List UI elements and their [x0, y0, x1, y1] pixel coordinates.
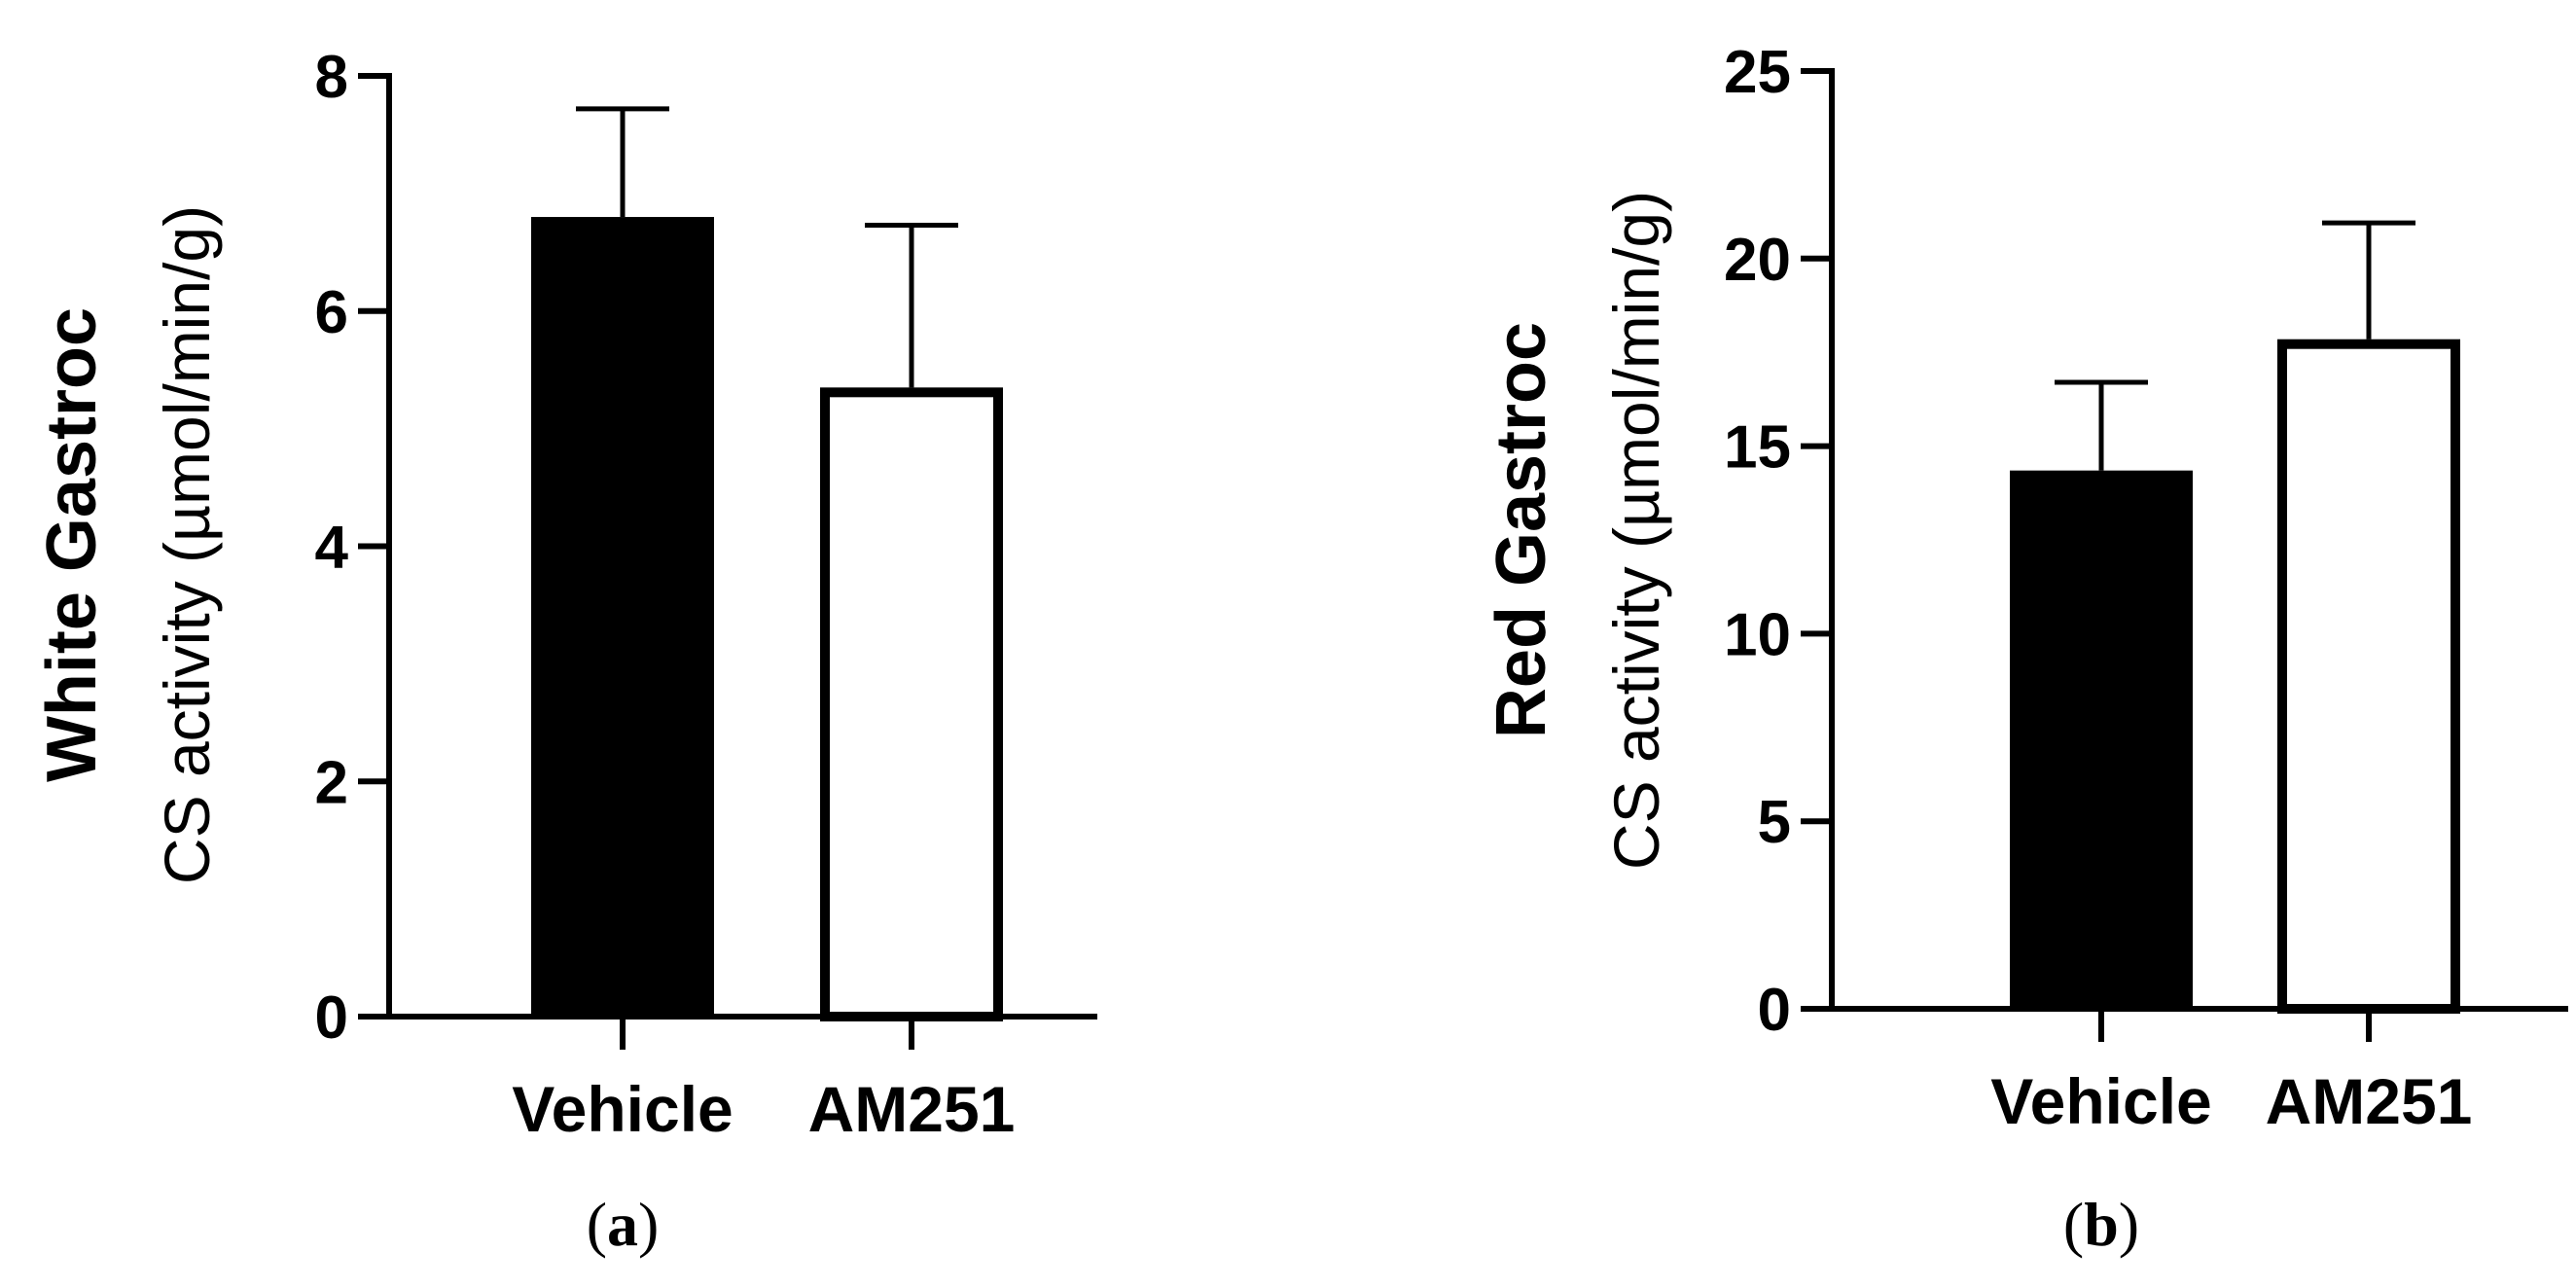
- panel-b-y-tick-label-25: 25: [1724, 39, 1791, 106]
- panel-b-error-bar-am251: [2322, 220, 2415, 340]
- panel-a-label: (a): [587, 1190, 660, 1259]
- panel-b-bar-am251: [2277, 339, 2460, 1015]
- panel-a-chart: 0 2 4 6 8 Vehicle AM251 White Gastroc CS activit…: [33, 44, 1097, 1259]
- panel-b-bar-vehicle: [2010, 470, 2193, 1009]
- panel-a-category-label-vehicle: Vehicle: [512, 1073, 733, 1145]
- panel-a-y-tick-label-4: 4: [315, 515, 349, 582]
- panel-a-y-tick-label-8: 8: [315, 44, 348, 111]
- panel-b-y-tick-label-0: 0: [1758, 977, 1791, 1044]
- panel-b-error-bar-vehicle: [2055, 379, 2148, 471]
- panel-a-error-bar-am251: [865, 223, 958, 388]
- panel-a-y-tick-label-2: 2: [315, 749, 348, 816]
- panel-b-chart: 0 5 10 15 20 25 Vehicle AM251 Red Gastroc CS acti…: [1483, 39, 2568, 1259]
- panel-a-y-axis-title: White Gastroc: [33, 307, 111, 782]
- panel-a-category-label-am251: AM251: [808, 1073, 1016, 1145]
- panel-b-y-tick-label-15: 15: [1724, 414, 1791, 482]
- panel-a-y-axis-label: CS activity (µmol/min/g): [151, 205, 223, 884]
- panel-b-y-tick-label-10: 10: [1724, 601, 1791, 668]
- panel-a-error-bar-vehicle: [576, 106, 669, 218]
- panel-b-label: (b): [2063, 1190, 2139, 1259]
- panel-b-y-axis-title: Red Gastroc: [1483, 322, 1560, 738]
- panel-b-y-tick-label-5: 5: [1758, 789, 1791, 856]
- panel-a-y-tick-label-0: 0: [315, 984, 348, 1052]
- panel-b-category-label-am251: AM251: [2266, 1065, 2473, 1137]
- panel-a-y-tick-label-6: 6: [315, 279, 348, 346]
- panel-b-y-axis-label: CS activity (µmol/min/g): [1600, 191, 1672, 870]
- panel-b-category-label-vehicle: Vehicle: [1990, 1065, 2212, 1137]
- panel-b-y-tick-label-20: 20: [1724, 227, 1791, 294]
- panel-a-bar-am251: [820, 387, 1003, 1022]
- panel-a-bar-vehicle: [531, 217, 714, 1018]
